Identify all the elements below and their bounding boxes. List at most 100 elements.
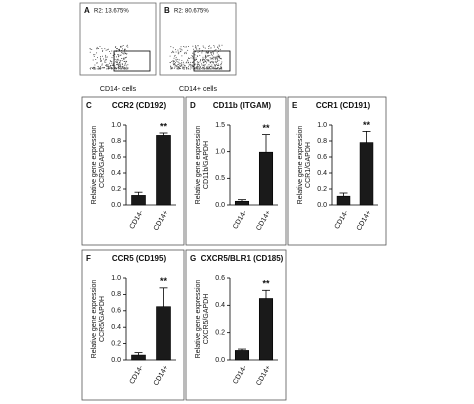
flow-event <box>192 52 194 54</box>
flow-event <box>202 60 204 62</box>
flow-event <box>123 64 125 66</box>
significance: ** <box>160 276 168 286</box>
flow-event <box>218 68 220 70</box>
flow-event <box>123 58 125 60</box>
panel-letter: E <box>292 101 298 110</box>
flow-event <box>204 64 206 66</box>
gate-label: R2: 80.675% <box>174 9 209 15</box>
flow-event <box>217 63 219 65</box>
y-axis-label: Relative gene expression <box>195 280 202 359</box>
flow-event <box>220 66 222 68</box>
flow-event <box>94 68 96 70</box>
flow-event <box>195 47 197 49</box>
flow-event <box>105 54 107 56</box>
flow-event <box>217 57 219 59</box>
flow-event <box>211 57 213 59</box>
flow-event <box>124 57 126 59</box>
flow-event <box>211 62 213 64</box>
flow-event <box>213 62 215 64</box>
flow-event <box>107 64 109 66</box>
flow-event <box>214 49 216 51</box>
flow-event <box>106 49 108 51</box>
flow-event <box>214 59 216 61</box>
flow-event <box>214 61 216 63</box>
flow-event <box>111 57 113 59</box>
flow-event <box>96 57 98 59</box>
flow-event <box>192 58 194 60</box>
flow-event <box>106 68 108 70</box>
flow-event <box>121 58 123 60</box>
flow-event <box>93 67 95 69</box>
panel-letter: C <box>86 101 92 110</box>
flow-event <box>94 64 96 66</box>
bar <box>234 200 250 206</box>
bar <box>156 135 171 206</box>
flow-event <box>185 51 187 53</box>
flow-event <box>210 57 212 59</box>
flow-event <box>184 65 186 67</box>
flow-event <box>205 54 207 56</box>
flow-event <box>118 62 120 64</box>
flow-event <box>183 67 185 69</box>
flow-event <box>179 63 181 65</box>
flow-event <box>112 63 114 65</box>
flow-event <box>208 60 210 62</box>
flow-event <box>213 52 215 54</box>
flow-event <box>214 56 216 58</box>
x-tick-label: CD14+ <box>255 209 272 232</box>
bar <box>234 350 250 361</box>
bar <box>131 354 146 361</box>
flow-event <box>115 68 117 70</box>
flow-event <box>180 48 182 50</box>
flow-event <box>203 58 205 60</box>
y-tick-label: 1.0 <box>111 275 121 282</box>
flow-event <box>174 63 176 65</box>
flow-event <box>118 54 120 56</box>
flow-event <box>180 68 182 70</box>
flow-event <box>172 62 174 64</box>
panel-frame <box>185 96 287 246</box>
flow-event <box>96 46 98 48</box>
flow-event <box>197 56 199 58</box>
y-axis-label: Relative gene expression <box>91 126 98 205</box>
flow-event <box>196 65 198 67</box>
flow-event <box>169 61 171 63</box>
flow-event <box>177 67 179 69</box>
flow-event <box>219 48 221 50</box>
flow-event <box>125 64 127 66</box>
flow-event <box>127 46 129 48</box>
flow-event <box>190 61 192 63</box>
flow-event <box>105 61 107 63</box>
flow-event <box>172 50 174 52</box>
flow-event <box>170 68 172 70</box>
significance: ** <box>262 279 270 289</box>
flow-event <box>89 68 91 70</box>
flow-event <box>218 44 220 46</box>
flow-event <box>123 60 125 62</box>
flow-event <box>124 52 126 54</box>
flow-event <box>98 68 100 70</box>
flow-event <box>179 65 181 67</box>
flow-event <box>192 45 194 47</box>
flow-event <box>196 55 198 57</box>
flow-event <box>100 59 102 61</box>
flow-event <box>170 46 172 48</box>
flow-event <box>211 67 213 69</box>
flow-event <box>99 66 101 68</box>
flow-event <box>100 55 102 57</box>
flow-event <box>204 60 206 62</box>
flow-event <box>191 66 193 68</box>
y-tick-label: 0.2 <box>111 340 121 347</box>
flow-event <box>120 45 122 47</box>
flow-event <box>196 64 198 66</box>
flow-event <box>121 68 123 70</box>
panel-frame <box>287 96 387 246</box>
flow-event <box>210 65 212 67</box>
flow-event <box>199 61 201 63</box>
y-axis-label: CCR2/GAPDH <box>99 142 106 188</box>
flow-event <box>99 45 101 47</box>
flow-event <box>208 64 210 66</box>
flow-event <box>190 64 192 66</box>
flow-event <box>211 52 213 54</box>
